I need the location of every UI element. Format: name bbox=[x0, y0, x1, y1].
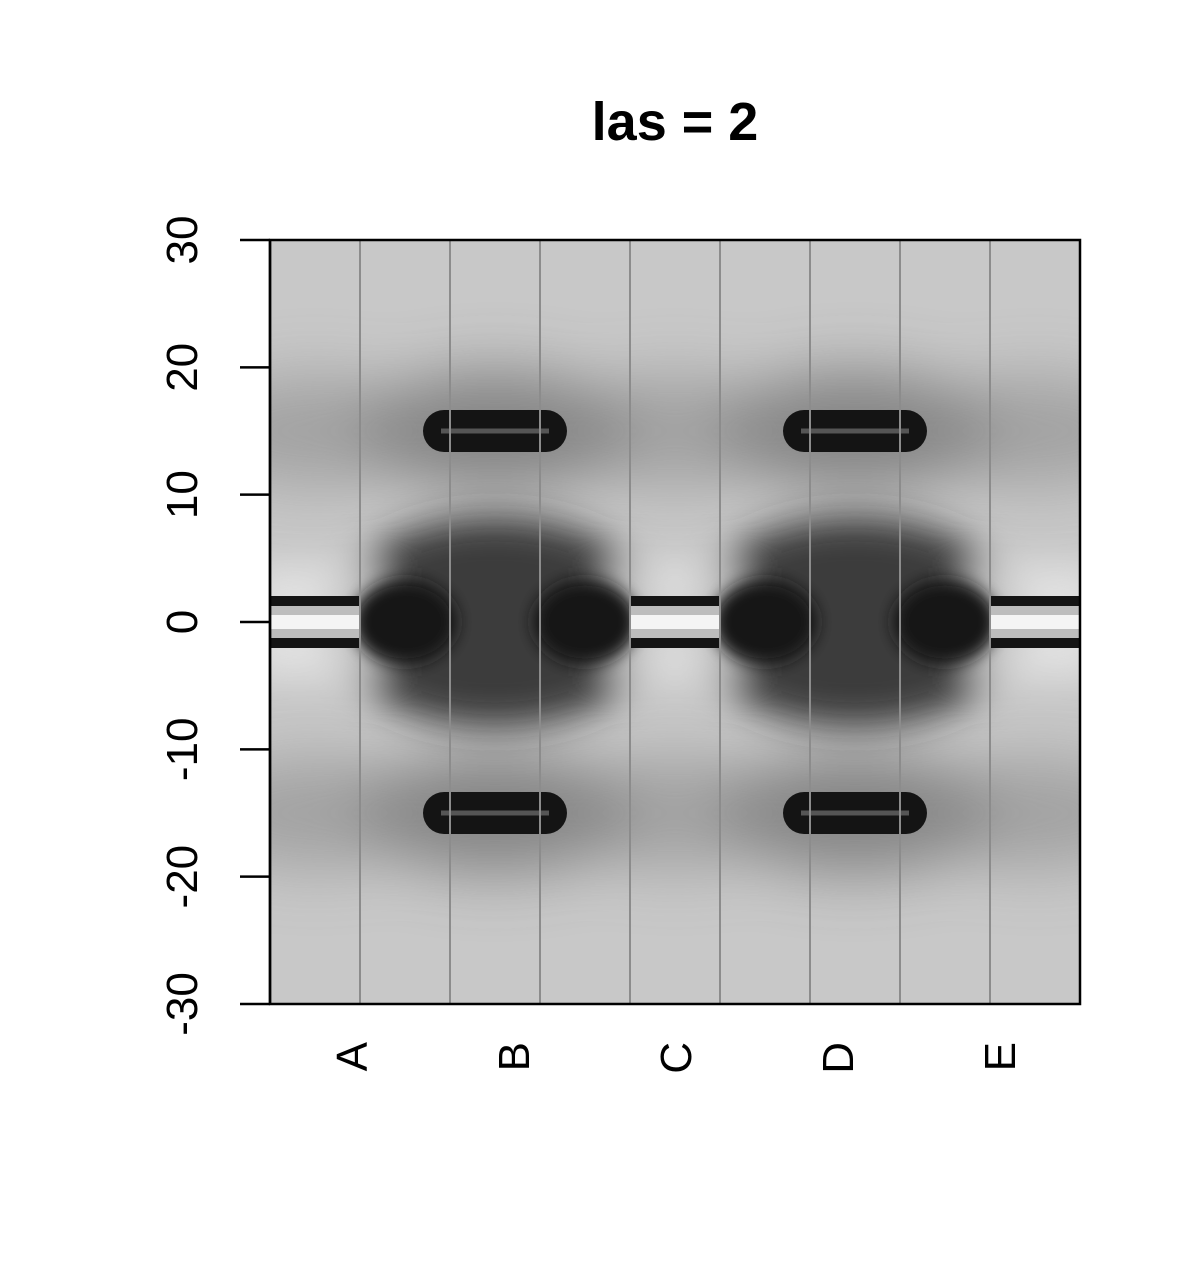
dark-blob bbox=[353, 580, 457, 664]
chart-title: las = 2 bbox=[592, 92, 759, 152]
plot-area bbox=[270, 240, 1080, 1004]
dark-blob bbox=[893, 580, 997, 664]
y-tick-label: 10 bbox=[158, 470, 207, 519]
dark-region bbox=[325, 517, 665, 727]
band-layer bbox=[270, 596, 1080, 648]
x-tick-label: E bbox=[976, 1042, 1025, 1071]
x-tick-label: A bbox=[328, 1041, 377, 1071]
y-tick-label: -20 bbox=[158, 845, 207, 909]
edge-shadow bbox=[270, 758, 435, 868]
dark-region bbox=[685, 517, 1025, 727]
y-tick-label: -10 bbox=[158, 718, 207, 782]
x-tick-label: D bbox=[814, 1042, 863, 1074]
edge-shadow bbox=[915, 376, 1080, 486]
dark-blob bbox=[713, 580, 817, 664]
edge-shadow bbox=[270, 376, 435, 486]
center-band-core bbox=[630, 615, 720, 629]
center-band-core bbox=[990, 615, 1080, 629]
y-axis: 30 20 10 0 -10 -20 -30 bbox=[158, 216, 272, 1036]
x-tick-label: C bbox=[652, 1042, 701, 1074]
edge-shadow bbox=[555, 376, 795, 486]
center-band-core bbox=[270, 615, 360, 629]
bar-layer bbox=[423, 410, 927, 834]
edge-shadow bbox=[555, 758, 795, 868]
x-axis: A B C D E bbox=[328, 1041, 1025, 1073]
diffuse-layer bbox=[270, 371, 1080, 873]
column-lines bbox=[359, 240, 991, 1004]
edge-shadow bbox=[915, 758, 1080, 868]
y-tick-label: 30 bbox=[158, 216, 207, 265]
blob-layer bbox=[353, 580, 997, 664]
y-tick-label: 0 bbox=[158, 610, 207, 634]
dark-blob bbox=[533, 580, 637, 664]
y-tick-label: -30 bbox=[158, 972, 207, 1036]
y-tick-label: 20 bbox=[158, 343, 207, 392]
x-tick-label: B bbox=[490, 1042, 539, 1071]
